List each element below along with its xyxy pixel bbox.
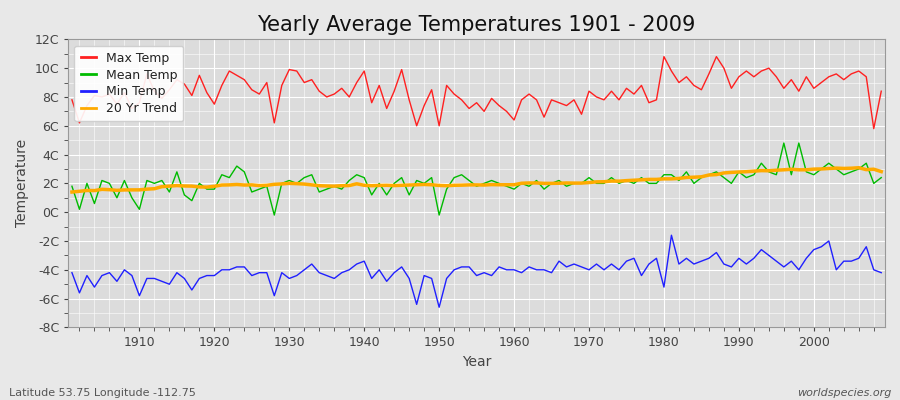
- Legend: Max Temp, Mean Temp, Min Temp, 20 Yr Trend: Max Temp, Mean Temp, Min Temp, 20 Yr Tre…: [75, 46, 184, 121]
- Y-axis label: Temperature: Temperature: [15, 139, 29, 228]
- Title: Yearly Average Temperatures 1901 - 2009: Yearly Average Temperatures 1901 - 2009: [257, 15, 696, 35]
- Text: worldspecies.org: worldspecies.org: [796, 388, 891, 398]
- Text: Latitude 53.75 Longitude -112.75: Latitude 53.75 Longitude -112.75: [9, 388, 196, 398]
- X-axis label: Year: Year: [462, 355, 491, 369]
